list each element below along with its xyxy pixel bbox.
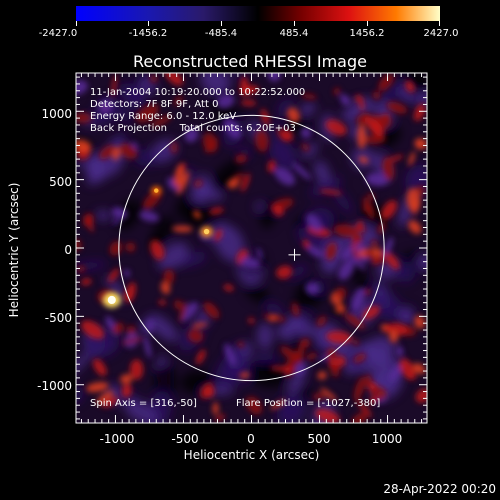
- y-tick-label: 0: [64, 243, 72, 257]
- bright-source-core: [107, 295, 116, 305]
- method-annotation: Back Projection Total counts: 6.20E+03: [90, 123, 296, 134]
- y-tick-label: 1000: [41, 107, 72, 121]
- x-tick-label: 0: [247, 432, 255, 446]
- y-tick-label: -1000: [37, 379, 72, 393]
- colorbar-tick: [76, 21, 77, 26]
- energy-range-annotation: Energy Range: 6.0 - 12.0 keV: [90, 111, 237, 122]
- colorbar-tick-label: 1456.2: [349, 28, 385, 39]
- y-tick-label: 500: [49, 175, 72, 189]
- detectors-annotation: Detectors: 7F 8F 9F, Att 0: [90, 99, 219, 110]
- colorbar-tick: [294, 21, 295, 26]
- x-tick-label: -1000: [99, 432, 135, 446]
- colorbar-tick: [148, 21, 149, 26]
- colorbar-tick-label: -1456.2: [128, 28, 168, 39]
- flare-position-annotation: Flare Position = [-1027,-380]: [236, 398, 381, 409]
- colorbar-tick: [439, 21, 440, 26]
- x-axis-label: Heliocentric X (arcsec): [183, 448, 320, 462]
- plot-title: Reconstructed RHESSI Image: [133, 52, 367, 71]
- bright-source-core: [203, 228, 210, 235]
- texture-blob: [257, 322, 273, 350]
- colorbar-tick: [367, 21, 368, 26]
- bright-source-core: [154, 188, 159, 193]
- time-range-annotation: 11-Jan-2004 10:19:20.000 to 10:22:52.000: [90, 87, 306, 98]
- x-tick-label: -500: [171, 432, 199, 446]
- spin-axis-annotation: Spin Axis = [316,-50]: [90, 398, 197, 409]
- y-tick-label: -500: [44, 311, 72, 325]
- timestamp-footer: 28-Apr-2022 00:20: [383, 482, 496, 496]
- x-tick-label: 500: [307, 432, 331, 446]
- image-plot-area[interactable]: 11-Jan-2004 10:19:20.000 to 10:22:52.000…: [76, 73, 427, 423]
- colorbar: [76, 6, 440, 21]
- colorbar-tick-label: 485.4: [279, 28, 309, 39]
- colorbar-tick-label: -2427.0: [38, 28, 78, 39]
- colorbar-tick: [221, 21, 222, 26]
- texture-blob: [147, 319, 153, 332]
- x-tick-label: 1000: [371, 432, 403, 446]
- colorbar-tick-label: -485.4: [204, 28, 238, 39]
- colorbar-tick-label: 2427.0: [423, 28, 459, 39]
- y-axis-label: Heliocentric Y (arcsec): [7, 182, 21, 318]
